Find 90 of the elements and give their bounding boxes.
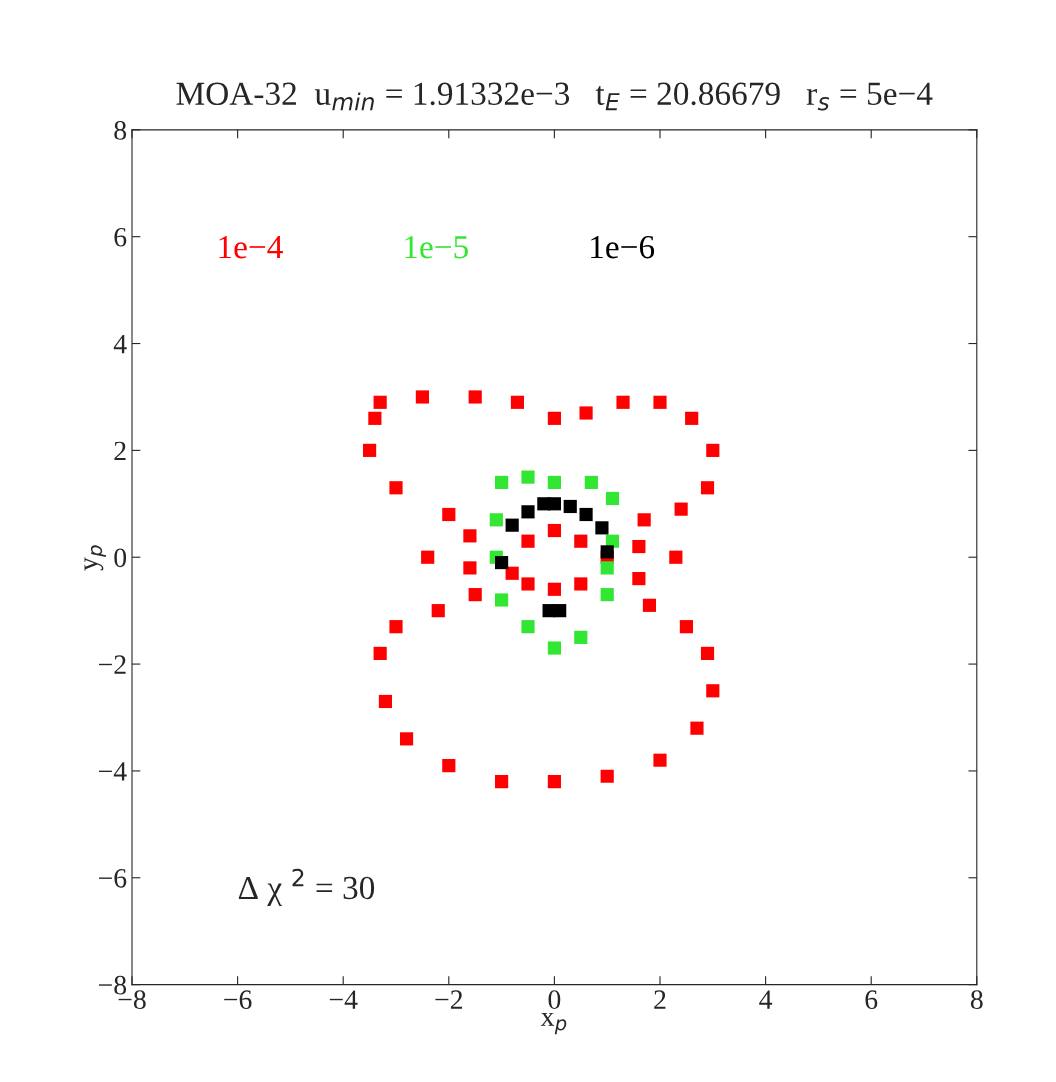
point [468,390,482,404]
point [495,593,509,607]
point [495,775,509,789]
x-tick-label: 8 [970,990,983,1010]
point [600,588,614,602]
y-tick-label: 8 [114,121,127,140]
point [378,694,393,709]
y-axis-title: y$_{p}$ [84,545,106,571]
point [547,475,561,490]
point [574,630,588,644]
x-tick-label: 6 [865,990,878,1010]
y-tick-label: −2 [98,655,126,674]
point [679,620,693,634]
point [547,582,561,596]
point [632,539,646,554]
point [600,545,614,559]
point [547,411,561,425]
point [579,507,593,522]
point [563,499,577,514]
point [389,481,403,495]
point [368,411,382,425]
point [495,475,509,490]
x-tick-label: 4 [759,990,773,1009]
point [547,641,561,655]
y-tick-label: 0 [114,548,127,568]
x-tick-label: −2 [435,990,463,1009]
point [700,481,715,495]
point [706,684,720,698]
point [595,521,609,535]
point [521,620,535,634]
point [468,588,482,602]
point [553,604,567,618]
point [653,395,667,409]
y-tick-label: −4 [98,762,127,781]
point [579,406,593,420]
point [521,577,535,591]
point [547,775,561,789]
x-tick-label: −6 [224,990,252,1010]
point [574,534,588,548]
point [584,475,598,490]
point [685,411,699,425]
point [637,513,651,527]
x-tick-label: 2 [654,990,666,1009]
point [389,620,403,634]
point [363,443,377,457]
point [399,732,414,746]
x-axis-title: x$_{p}$ [540,1012,567,1035]
point [431,604,445,618]
text: 1e−5 [405,236,468,259]
x-tick-label: 0 [548,990,561,1010]
point [574,577,588,591]
x-tick-label: −4 [329,990,358,1009]
y-tick-label: 6 [114,227,127,247]
point [669,550,683,564]
point [505,518,519,532]
point [706,443,720,457]
point [442,507,456,522]
point [600,561,614,575]
point [521,505,535,519]
point [415,390,429,404]
point [373,646,387,660]
point [442,758,456,773]
point [505,566,519,580]
annotation: Δ χ $^{2}$ = 30 [238,868,375,906]
text: 1e−6 [591,235,655,259]
point [373,395,387,409]
point [616,395,630,409]
text: 1e−4 [219,236,283,259]
point [463,529,477,543]
point [605,491,620,506]
point [489,513,503,527]
point [600,769,614,783]
point [463,561,477,575]
chart-title: MOA-32 u$_{min}$ = 1.91332e−3 t$_{E}$ = 20.86679 r$_{s}$ = 5e−4 [176,82,933,111]
point [700,646,715,660]
y-tick-label: −6 [98,869,127,888]
point [521,534,535,548]
point [674,502,688,516]
point [690,721,704,735]
point [547,523,561,538]
point [510,395,525,409]
point [547,497,561,511]
point [653,753,667,767]
point [421,550,435,564]
point [632,572,646,586]
point [495,555,509,570]
point [521,470,535,484]
y-tick-label: 4 [113,334,127,354]
y-tick-label: 2 [114,441,126,461]
point [642,598,657,612]
